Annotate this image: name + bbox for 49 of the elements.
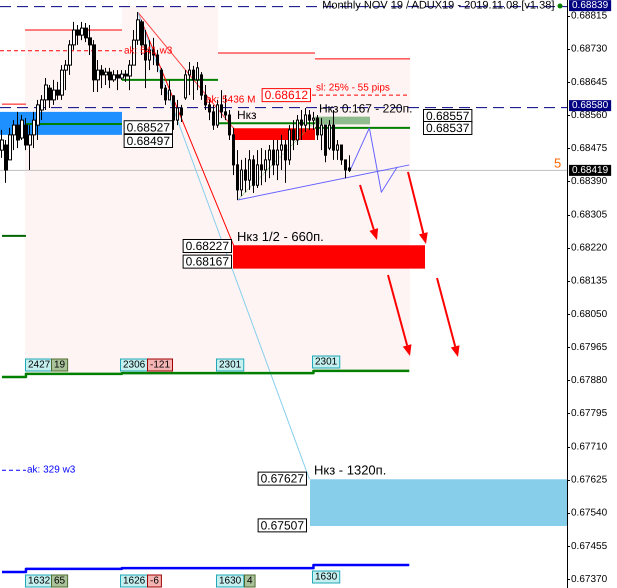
annotation: 1626 (123, 576, 146, 586)
y-tick-label: 0.67370 (571, 574, 608, 585)
annotation: 0.68537 (426, 121, 470, 135)
y-tick-label: 0.68475 (571, 143, 608, 154)
annotation: 0.67627 (260, 472, 304, 486)
annotation: 0.68227 (186, 239, 230, 253)
y-tick-label: 0.68305 (571, 209, 608, 220)
annotation: 1630 (219, 576, 242, 586)
y-tick-label: 0.67795 (571, 408, 608, 420)
band-label: Нкз 1/2 - 660п. (237, 228, 324, 244)
ref-line-label: 0.68580 (572, 100, 609, 112)
y-tick-label: 0.68050 (571, 308, 608, 320)
band-label: Нкз (237, 108, 258, 122)
y-tick-label: 0.68390 (571, 176, 608, 188)
annotation: -6 (150, 576, 160, 586)
annotation: -121 (150, 360, 170, 370)
y-tick-label: 0.68220 (571, 242, 608, 254)
annotation: 0.68527 (126, 120, 170, 134)
annotation: 19 (54, 360, 66, 370)
annotation: 2306 (123, 360, 146, 370)
ref-line-label: 0.68419 (572, 164, 609, 176)
band-label: Нкз - 1320п. (314, 462, 386, 478)
y-tick-label: 0.68730 (571, 44, 608, 55)
y-tick-label: 0.67710 (571, 441, 608, 452)
annotation: 65 (54, 576, 66, 586)
y-tick-label: 0.68135 (571, 276, 608, 287)
y-tick-label: 0.68815 (571, 10, 608, 22)
annotation: 1630 (315, 572, 338, 582)
annotation: sl: 25% - 55 pips (316, 82, 390, 94)
y-tick-label: 0.67625 (571, 474, 608, 486)
y-tick-label: 0.68645 (571, 76, 608, 88)
y-tick-label: 0.67540 (571, 508, 608, 519)
annotation: 2301 (219, 360, 242, 370)
annotation: 2301 (315, 356, 338, 368)
annotation: 5 (554, 156, 562, 170)
y-tick-label: 0.67455 (571, 540, 608, 552)
annotation: 0.67507 (260, 518, 304, 532)
annotation: ak: 329 w3 (27, 464, 76, 476)
annotation: 4 (247, 576, 253, 586)
y-tick-label: 0.67965 (571, 342, 608, 353)
annotation: 2427 (28, 360, 51, 370)
annotation: 0.68497 (126, 134, 170, 148)
annotation: 1632 (28, 576, 51, 586)
ref-line-label: 0.68839 (572, 0, 609, 12)
y-tick-label: 0.68560 (571, 110, 608, 121)
y-tick-label: 0.67880 (571, 375, 608, 386)
annotation: 0.68167 (186, 254, 230, 269)
ref-line-label: 0.68612 (264, 88, 308, 102)
annotation: 0.68557 (426, 109, 470, 123)
